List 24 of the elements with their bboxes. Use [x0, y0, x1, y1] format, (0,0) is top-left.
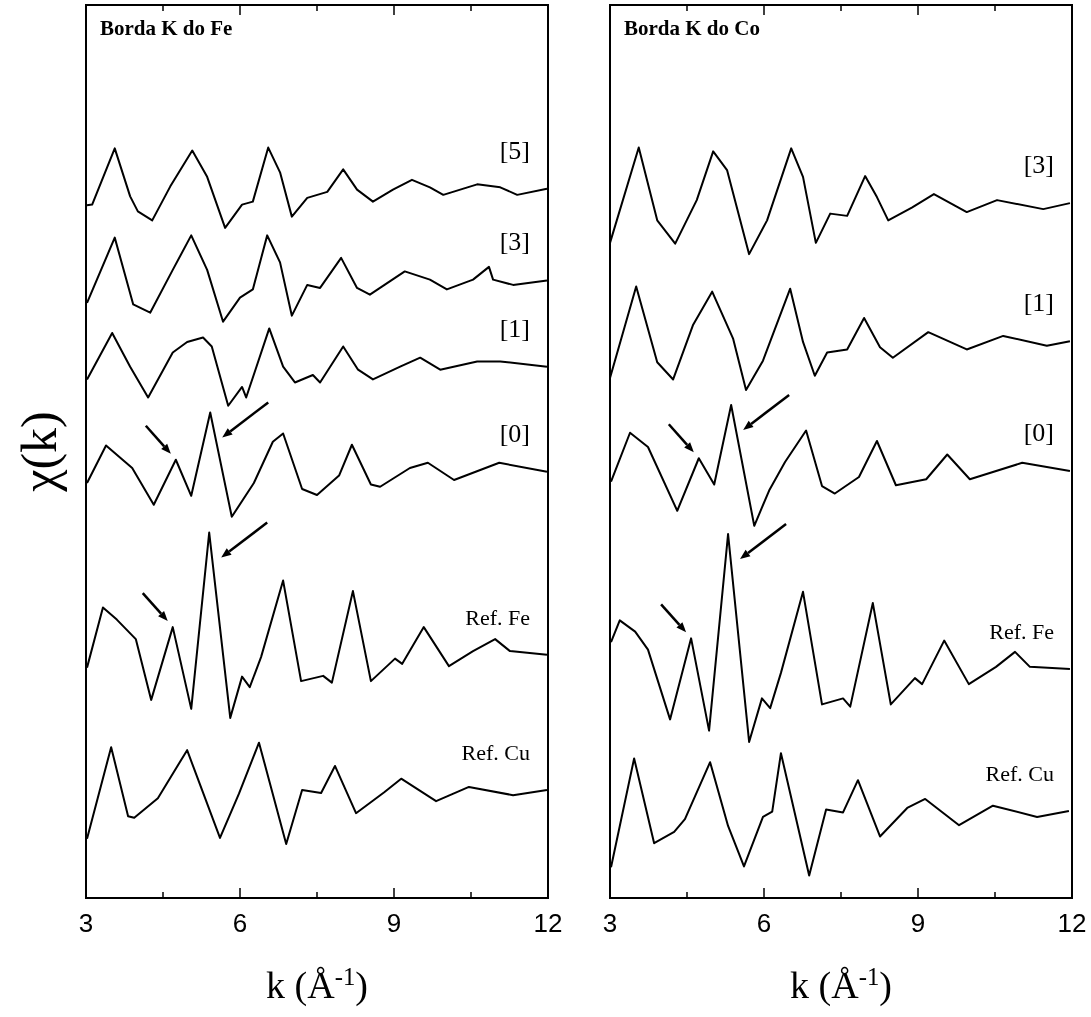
- chart-title: Borda K do Co: [624, 16, 760, 40]
- y-axis-title: χ(k): [11, 411, 67, 493]
- chart-title: Borda K do Fe: [100, 16, 233, 40]
- series-label: [3]: [1023, 150, 1054, 180]
- series-label: [5]: [499, 135, 530, 165]
- x-tick-label: 9: [910, 908, 926, 938]
- x-tick-label: 6: [232, 908, 248, 938]
- x-tick-label: 6: [756, 908, 772, 938]
- series-label: [3]: [499, 227, 530, 257]
- series-label: [1]: [1023, 288, 1054, 318]
- series-label: Ref. Cu: [985, 760, 1054, 786]
- x-tick-label: 9: [386, 908, 402, 938]
- series-label: [1]: [499, 313, 530, 343]
- x-tick-label: 3: [78, 908, 94, 938]
- series-label: [0]: [499, 418, 530, 448]
- series-label: Ref. Fe: [465, 604, 530, 630]
- x-axis-title: k (Å$^{-1}$): [266, 962, 368, 1007]
- series-label: [0]: [1023, 418, 1054, 448]
- x-tick-label: 12: [533, 908, 563, 938]
- series-label: Ref. Cu: [461, 739, 530, 765]
- x-axis-title: k (Å$^{-1}$): [790, 962, 892, 1007]
- x-tick-label: 3: [602, 908, 618, 938]
- x-tick-label: 12: [1057, 908, 1087, 938]
- series-label: Ref. Fe: [989, 619, 1054, 645]
